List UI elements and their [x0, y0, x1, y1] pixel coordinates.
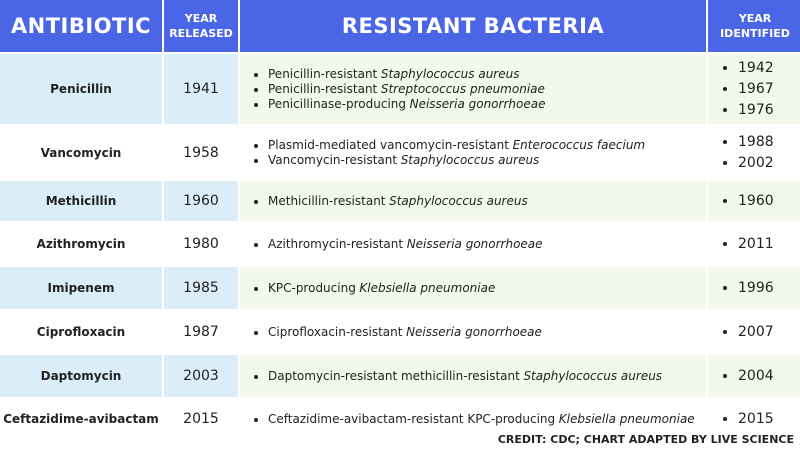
header-cell: ANTIBIOTIC — [0, 0, 162, 52]
year-list: 1960 — [708, 191, 774, 212]
bacteria-prefix: Vancomycin-resistant — [268, 152, 398, 167]
year-identified: 1942 — [738, 58, 774, 79]
header-cell: YEAR RELEASED — [164, 0, 238, 52]
bacteria-item: Plasmid-mediated vancomycin-resistantEnt… — [268, 138, 645, 153]
antibiotic-cell: Vancomycin — [40, 145, 122, 160]
year-identified: 2007 — [738, 322, 774, 343]
bacteria-species: Staphylococcus aureus — [380, 66, 520, 81]
header-cell: RESISTANT BACTERIA — [240, 0, 706, 52]
antibiotic-cell: Ciprofloxacin — [36, 325, 126, 339]
year-identified-cell: 2011 — [708, 223, 800, 265]
bacteria-prefix: KPC-producing — [268, 280, 356, 295]
bacteria-species: Neisseria gonorrhoeae — [406, 324, 542, 339]
bacteria-species: Staphylococcus aureus — [389, 193, 528, 208]
bacteria-species: Neisseria gonorrhoeae — [409, 96, 546, 111]
bacteria-species: Staphylococcus aureus — [400, 152, 540, 167]
year-released-cell: 1960 — [164, 181, 238, 221]
year-released-cell: 2015 — [183, 411, 219, 427]
bacteria-prefix: Ciprofloxacin-resistant — [268, 324, 403, 339]
year-identified-cell: 19882002 — [708, 126, 800, 179]
bacteria-list: Daptomycin-resistant methicillin-resista… — [240, 369, 662, 384]
bacteria-item: Ceftazidime-avibactam-resistant KPC-prod… — [268, 412, 695, 427]
year-list: 1996 — [708, 278, 774, 299]
year-list: 194219671976 — [708, 58, 774, 121]
bacteria-cell: Daptomycin-resistant methicillin-resista… — [240, 355, 706, 397]
bacteria-list: Plasmid-mediated vancomycin-resistantEnt… — [240, 138, 645, 168]
header-cell: YEAR IDENTIFIED — [708, 0, 800, 52]
credit: CREDIT: CDC; CHART ADAPTED BY LIVE SCIEN… — [497, 433, 794, 446]
antibiotic-cell: Imipenem — [0, 267, 162, 309]
year-identified: 1996 — [738, 278, 774, 299]
year-list: 19882002 — [708, 132, 774, 174]
bacteria-prefix: Daptomycin-resistant methicillin-resista… — [268, 368, 520, 383]
year-identified-cell: 1996 — [708, 267, 800, 309]
bacteria-prefix: Azithromycin-resistant — [268, 236, 404, 251]
year-identified-cell: 1960 — [708, 181, 800, 221]
year-identified: 2011 — [738, 234, 774, 255]
year-list: 2007 — [708, 322, 774, 343]
bacteria-prefix: Methicillin-resistant — [268, 193, 386, 208]
bacteria-item: Daptomycin-resistant methicillin-resista… — [268, 369, 662, 384]
antibiotic-cell: Penicillin — [0, 54, 162, 124]
year-identified-cell: 2007 — [708, 311, 800, 353]
bacteria-species: Streptococcus pneumoniae — [380, 81, 545, 96]
bacteria-prefix: Penicillinase-producing — [268, 96, 406, 111]
bacteria-prefix: Penicillin-resistant — [268, 66, 378, 81]
year-identified-cell: 194219671976 — [708, 54, 800, 124]
year-list: 2011 — [708, 234, 774, 255]
year-identified: 1988 — [738, 132, 774, 153]
year-identified: 1960 — [738, 191, 774, 212]
year-identified: 1976 — [738, 100, 774, 121]
bacteria-species: Neisseria gonorrhoeae — [406, 236, 543, 251]
year-identified-cell: 2004 — [708, 355, 800, 397]
year-list: 2015 — [708, 409, 774, 430]
antibiotic-cell: Daptomycin — [0, 355, 162, 397]
year-released-cell: 2003 — [164, 355, 238, 397]
bacteria-species: Klebsiella pneumoniae — [558, 411, 695, 426]
bacteria-species: Enterococcus faecium — [512, 137, 646, 152]
antibiotic-cell: Ceftazidime-avibactam — [3, 412, 159, 426]
bacteria-list: Ceftazidime-avibactam-resistant KPC-prod… — [240, 412, 695, 427]
bacteria-cell: Ceftazidime-avibactam-resistant KPC-prod… — [240, 399, 706, 439]
bacteria-prefix: Penicillin-resistant — [268, 81, 378, 96]
year-released-cell: 1987 — [183, 324, 219, 340]
year-identified: 1967 — [738, 79, 774, 100]
year-identified: 2002 — [738, 153, 774, 174]
year-released-cell: 1985 — [164, 267, 238, 309]
bacteria-species: Klebsiella pneumoniae — [359, 280, 496, 295]
year-released-cell: 1941 — [164, 54, 238, 124]
bacteria-prefix: Ceftazidime-avibactam-resistant KPC-prod… — [268, 411, 556, 426]
antibiotic-cell: Azithromycin — [36, 237, 126, 251]
year-released-cell: 1958 — [183, 144, 219, 161]
year-released-cell: 1980 — [183, 236, 219, 252]
year-identified: 2015 — [738, 409, 774, 430]
year-identified-cell: 2015 — [708, 399, 800, 439]
bacteria-prefix: Plasmid-mediated vancomycin-resistant — [268, 137, 509, 152]
year-identified: 2004 — [738, 366, 774, 387]
bacteria-species: Staphylococcus aureus — [523, 368, 663, 383]
antibiotic-cell: Methicillin — [0, 181, 162, 221]
bacteria-cell: Plasmid-mediated vancomycin-resistantEnt… — [240, 126, 706, 179]
table: ANTIBIOTIC YEAR RELEASED RESISTANT BACTE… — [0, 0, 800, 439]
year-list: 2004 — [708, 366, 774, 387]
